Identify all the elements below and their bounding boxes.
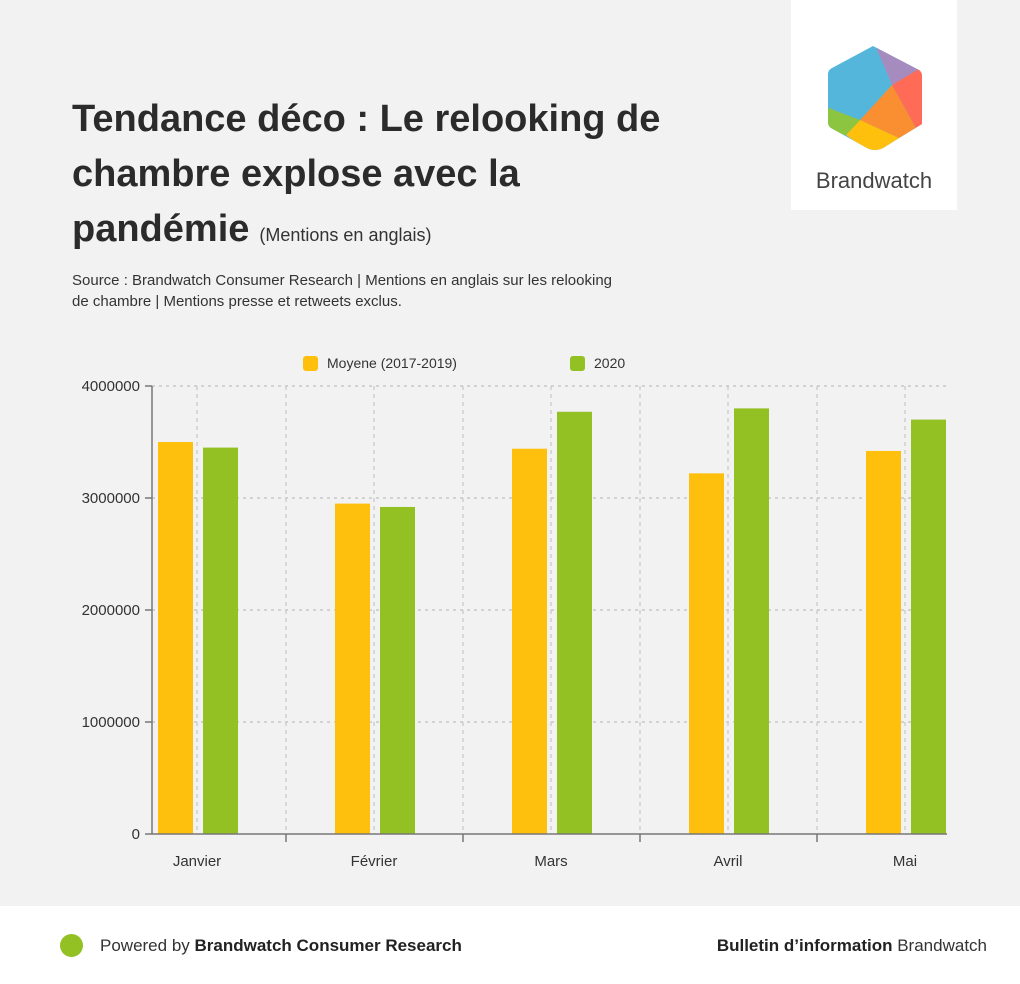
legend-swatch: [570, 356, 585, 371]
x-tick-label: Avril: [714, 853, 743, 870]
chart-subtitle: (Mentions en anglais): [259, 225, 432, 245]
bar-2020: [557, 411, 592, 834]
bar-moyenne: [158, 442, 193, 834]
bulletin-bold: Bulletin d’information: [716, 936, 893, 955]
x-tick-label: Mai: [893, 853, 917, 870]
bar-chart: 0 1000000 2000000 3000000 4000000 Janvier Févr…: [82, 355, 947, 870]
powered-prefix: Powered by: [100, 936, 190, 955]
y-tick-label: 1000000: [82, 714, 140, 731]
x-tick-label: Janvier: [173, 853, 221, 870]
brandwatch-logo: Brandwatch: [791, 0, 957, 210]
powered-brand: Brandwatch Consumer Research: [194, 936, 462, 955]
bar-moyenne: [512, 448, 547, 834]
powered-by: Powered by Brandwatch Consumer Research: [100, 936, 462, 956]
bar-moyenne: [866, 450, 901, 834]
legend-label: 2020: [594, 355, 625, 371]
bar-2020: [203, 447, 238, 834]
bar-2020: [734, 408, 769, 834]
bar-2020: [911, 419, 946, 834]
bar-moyenne: [335, 503, 370, 834]
footer: Powered by Brandwatch Consumer Research …: [0, 906, 1020, 984]
title-text: Tendance déco : Le relooking de chambre …: [72, 98, 661, 250]
bar-2020: [380, 506, 415, 834]
legend-swatch: [303, 356, 318, 371]
bulletin: Bulletin d’information Brandwatch: [717, 936, 987, 956]
bulletin-rest: Brandwatch: [897, 936, 987, 955]
y-tick-label: 2000000: [82, 602, 140, 619]
logo-text: Brandwatch: [815, 168, 933, 193]
chart-title: Tendance déco : Le relooking de chambre …: [72, 92, 792, 263]
y-tick-label: 3000000: [82, 490, 140, 507]
y-tick-label: 4000000: [82, 378, 140, 395]
legend-label: Moyene (2017-2019): [327, 355, 457, 371]
hexagon-logo-icon: [828, 46, 922, 150]
green-dot-icon: [60, 934, 83, 957]
x-tick-label: Mars: [534, 853, 567, 870]
x-tick-label: Février: [351, 853, 398, 870]
y-tick-label: 0: [132, 826, 140, 843]
source-note: Source : Brandwatch Consumer Research | …: [72, 272, 612, 310]
bar-moyenne: [689, 473, 724, 834]
